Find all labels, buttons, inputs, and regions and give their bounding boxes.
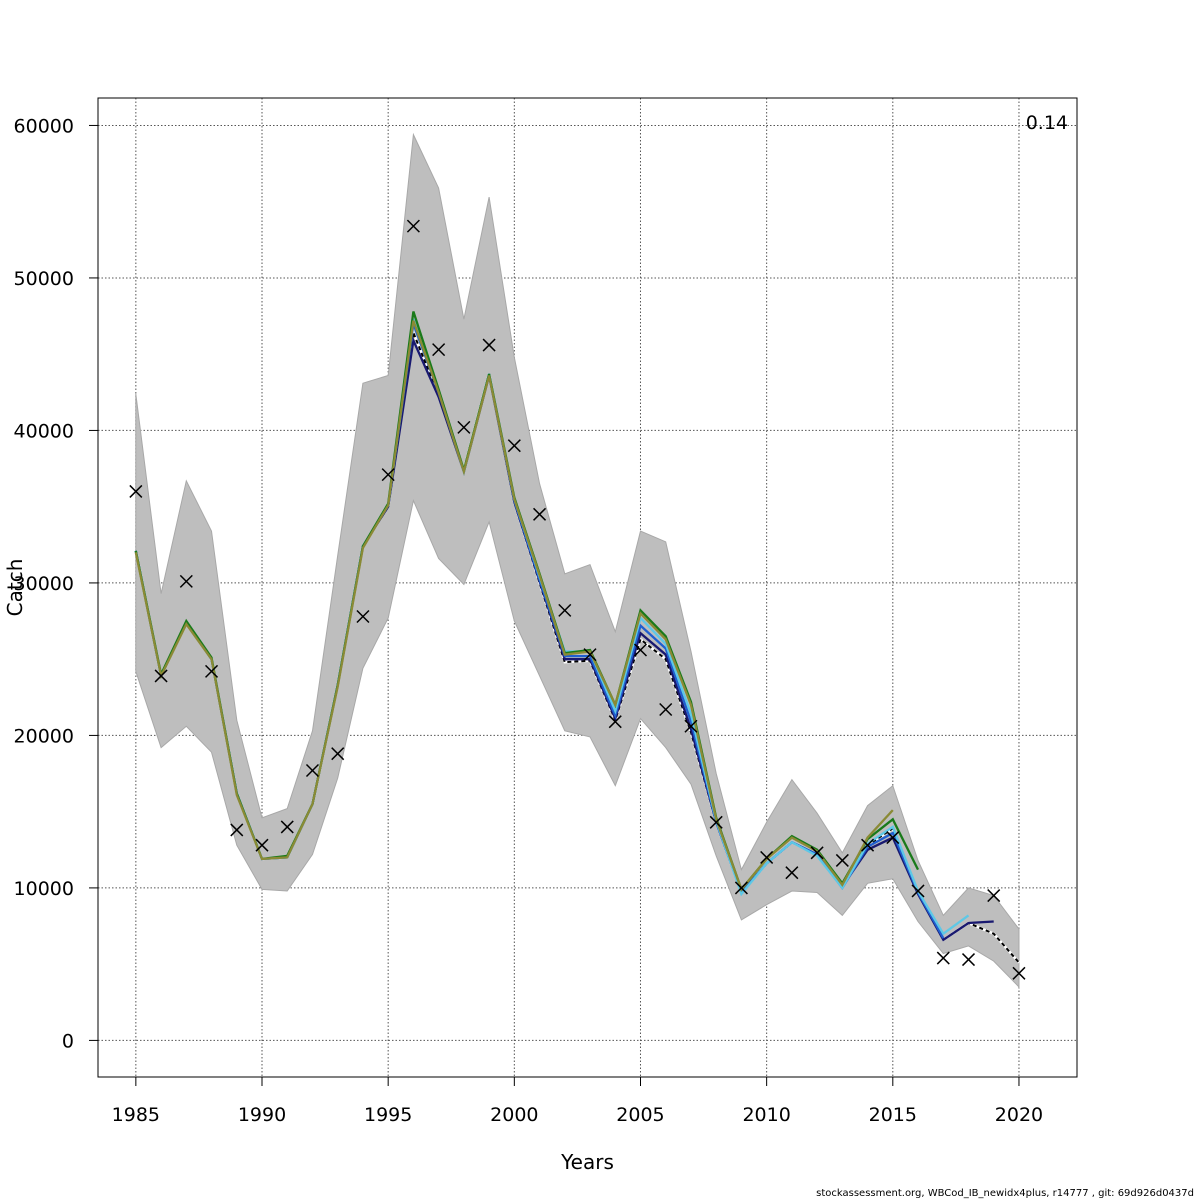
- x-tick-label: 1990: [238, 1104, 286, 1126]
- observed-point: [406, 219, 420, 233]
- observed-point: [911, 884, 925, 898]
- x-tick-label: 2005: [616, 1104, 664, 1126]
- observed-point: [961, 953, 976, 967]
- y-tick-label: 30000: [14, 573, 74, 595]
- confidence-band: [135, 132, 1020, 989]
- observed-point-stroke: [785, 866, 799, 880]
- observed-point: [331, 747, 345, 761]
- observed-points-layer: [129, 219, 1026, 980]
- observed-point: [356, 609, 370, 624]
- observed-point: [305, 763, 320, 778]
- observed-point-stroke: [760, 850, 774, 864]
- y-tick-label: 40000: [14, 420, 74, 442]
- observed-point: [583, 648, 597, 662]
- y-axis-title: Catch: [3, 559, 27, 617]
- corner-annotation: 0.14: [1026, 112, 1068, 134]
- observed-point-stroke: [205, 664, 219, 678]
- observed-point-stroke: [659, 702, 673, 717]
- y-tick-label: 10000: [14, 878, 74, 900]
- observed-point-stroke: [255, 838, 269, 852]
- observed-point-stroke: [936, 951, 950, 965]
- x-tick-label: 1985: [112, 1104, 160, 1126]
- observed-point: [684, 719, 698, 733]
- observed-point: [734, 881, 748, 895]
- observed-point: [507, 439, 521, 453]
- observed-point-stroke: [886, 831, 900, 845]
- observed-point-stroke: [457, 420, 471, 434]
- footer-credit: stockassessment.org, WBCod_IB_newidx4plu…: [816, 1188, 1194, 1199]
- x-axis-title: Years: [560, 1150, 614, 1174]
- observed-point-stroke: [331, 747, 345, 761]
- observed-point-stroke: [129, 484, 143, 498]
- observed-point-stroke: [381, 468, 395, 482]
- observed-point: [457, 420, 471, 434]
- observed-point: [810, 846, 824, 860]
- y-tick-label: 50000: [14, 268, 74, 290]
- observed-point-stroke: [911, 884, 925, 898]
- observed-point-stroke: [179, 574, 193, 588]
- observed-point: [154, 669, 168, 683]
- observed-point: [936, 951, 950, 965]
- observed-point-stroke: [154, 669, 168, 683]
- x-tick-label: 2000: [490, 1104, 538, 1126]
- plot-frame: [97, 97, 1078, 1078]
- observed-point-stroke: [432, 343, 446, 357]
- observed-point: [608, 715, 622, 729]
- x-tick-label: 2015: [869, 1104, 917, 1126]
- observed-point-stroke: [558, 603, 572, 617]
- observed-point: [482, 338, 496, 352]
- observed-point-stroke: [280, 820, 294, 834]
- axes: 1985 1990 1995 2000 2005 2010 2015 2020 0 10000 20…: [14, 115, 1044, 1126]
- observed-point: [558, 603, 572, 617]
- observed-point-stroke: [230, 823, 244, 837]
- observed-point-stroke: [734, 881, 748, 895]
- observed-point-stroke: [633, 643, 648, 657]
- observed-point: [129, 484, 143, 498]
- observed-point-stroke: [533, 507, 547, 521]
- observed-point-stroke: [961, 953, 976, 967]
- observed-point-stroke: [608, 715, 622, 729]
- confidence-band-layer: [135, 132, 1020, 989]
- observed-point-stroke: [684, 719, 698, 733]
- series-line-6: [134, 320, 894, 892]
- observed-point: [835, 853, 849, 867]
- observed-point-stroke: [507, 439, 521, 453]
- observed-point-stroke: [406, 219, 420, 233]
- y-tick-label: 0: [62, 1030, 74, 1052]
- observed-point-stroke: [709, 815, 723, 829]
- observed-point: [709, 815, 723, 829]
- y-tick-label: 60000: [14, 115, 74, 137]
- observed-point: [861, 838, 875, 852]
- observed-point: [886, 831, 900, 845]
- observed-point-stroke: [861, 838, 875, 852]
- x-tick-label: 2020: [995, 1104, 1043, 1126]
- observed-point-stroke: [1012, 966, 1026, 980]
- observed-point: [230, 823, 244, 837]
- observed-point-stroke: [305, 763, 320, 778]
- observed-point: [760, 850, 774, 864]
- observed-point: [1012, 966, 1026, 980]
- observed-point: [255, 838, 269, 852]
- observed-point: [785, 866, 799, 880]
- x-tick-label: 2010: [742, 1104, 790, 1126]
- observed-point-stroke: [356, 609, 370, 624]
- y-tick-label: 20000: [14, 725, 74, 747]
- observed-point: [659, 702, 673, 717]
- observed-point-stroke: [583, 648, 597, 662]
- observed-point: [432, 343, 446, 357]
- observed-point: [381, 468, 395, 482]
- observed-point: [205, 664, 219, 678]
- observed-point: [179, 574, 193, 588]
- observed-point-stroke: [810, 846, 824, 860]
- x-tick-label: 1995: [364, 1104, 412, 1126]
- observed-point: [987, 889, 1001, 903]
- observed-point-stroke: [835, 853, 849, 867]
- observed-point: [633, 643, 648, 657]
- series-layer: [134, 311, 1020, 964]
- observed-point-stroke: [987, 889, 1001, 903]
- observed-point: [280, 820, 294, 834]
- observed-point: [533, 507, 547, 521]
- observed-point-stroke: [482, 338, 496, 352]
